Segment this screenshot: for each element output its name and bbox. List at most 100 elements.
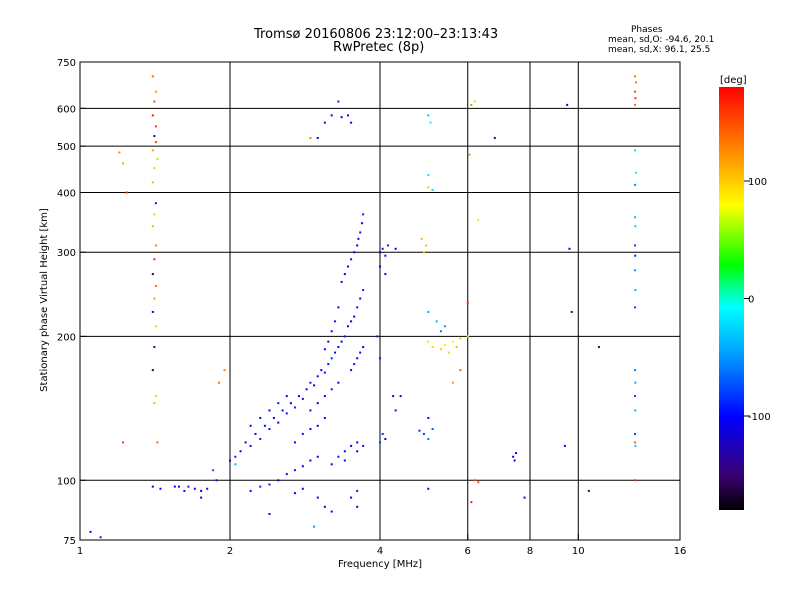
data-point xyxy=(323,505,326,508)
data-point xyxy=(381,432,384,435)
data-point xyxy=(330,357,333,360)
phases-o-stats: mean, sd,O: -94.6, 20.1 xyxy=(608,35,715,45)
data-point xyxy=(340,116,343,119)
data-point xyxy=(350,258,353,261)
data-point xyxy=(634,75,637,78)
data-point xyxy=(153,100,156,103)
data-point xyxy=(323,121,326,124)
data-point xyxy=(512,455,515,458)
colorbar-tick-label: 0 xyxy=(748,295,754,306)
data-point xyxy=(334,320,337,323)
y-axis-label: Stationary phase Virtual Height [km] xyxy=(39,208,50,392)
data-point xyxy=(154,325,157,328)
data-point xyxy=(634,269,637,272)
data-point xyxy=(268,513,271,516)
data-point xyxy=(239,450,242,453)
data-point xyxy=(353,363,356,366)
data-point xyxy=(153,167,156,170)
data-point xyxy=(386,244,389,247)
data-point xyxy=(422,432,425,435)
data-point xyxy=(439,330,442,333)
data-point xyxy=(379,357,381,360)
data-point xyxy=(263,424,266,427)
data-point xyxy=(350,444,353,447)
data-point xyxy=(122,441,125,444)
data-point xyxy=(153,297,156,300)
data-point xyxy=(425,244,428,247)
data-point xyxy=(154,125,157,128)
data-point xyxy=(634,441,637,444)
data-point xyxy=(431,428,434,431)
data-point xyxy=(151,181,154,184)
data-point xyxy=(634,254,637,257)
data-point xyxy=(470,501,473,504)
data-point xyxy=(634,409,637,412)
data-point xyxy=(379,251,381,254)
data-point xyxy=(337,346,340,349)
data-point xyxy=(156,441,159,444)
colorbar-label: [deg] xyxy=(720,75,747,86)
data-point xyxy=(343,335,346,338)
data-point xyxy=(151,310,154,313)
data-point xyxy=(301,487,304,490)
data-point xyxy=(356,244,359,247)
data-point xyxy=(427,487,430,490)
data-point xyxy=(420,237,423,240)
data-point xyxy=(153,258,156,261)
data-point xyxy=(634,444,637,447)
colorbar-tick-label: -100 xyxy=(748,412,771,423)
data-point xyxy=(154,244,157,247)
y-tick-label: 100 xyxy=(57,476,76,487)
data-point xyxy=(362,213,365,216)
data-point xyxy=(259,437,262,440)
data-point xyxy=(634,149,637,152)
data-point xyxy=(309,409,312,412)
data-point xyxy=(431,346,434,349)
data-point xyxy=(323,395,326,398)
data-point xyxy=(151,114,154,117)
data-point xyxy=(477,481,480,484)
data-point xyxy=(634,381,637,384)
data-point xyxy=(330,330,333,333)
data-point xyxy=(381,247,384,250)
data-point xyxy=(343,450,346,453)
y-tick-label: 750 xyxy=(57,58,76,69)
data-point xyxy=(334,351,337,354)
data-point xyxy=(268,428,271,431)
data-point xyxy=(376,335,379,338)
data-point xyxy=(563,444,566,447)
data-point xyxy=(356,489,359,492)
data-point xyxy=(293,441,296,444)
data-point xyxy=(200,496,203,499)
data-point xyxy=(356,505,359,508)
data-point xyxy=(634,90,637,93)
data-point xyxy=(316,402,319,405)
data-point xyxy=(515,452,518,455)
data-point xyxy=(259,416,262,419)
data-point xyxy=(309,459,312,462)
data-point xyxy=(468,153,471,156)
x-tick-label: 10 xyxy=(572,546,585,557)
data-point xyxy=(301,465,304,468)
data-point xyxy=(272,416,275,419)
chart-subtitle: RwPretec (8p) xyxy=(333,40,425,55)
data-point xyxy=(427,174,430,177)
data-point xyxy=(379,441,381,444)
data-point xyxy=(323,371,326,374)
data-points xyxy=(89,75,637,539)
y-tick-label: 400 xyxy=(57,188,76,199)
data-point xyxy=(459,337,462,340)
y-tick-label: 300 xyxy=(57,248,76,259)
data-point xyxy=(350,369,353,372)
data-point xyxy=(212,469,215,472)
data-point xyxy=(566,103,569,106)
data-point xyxy=(447,351,450,354)
data-point xyxy=(337,381,340,384)
data-point xyxy=(356,306,359,309)
data-point xyxy=(125,191,128,194)
data-point xyxy=(362,289,365,292)
data-point xyxy=(285,395,288,398)
data-point xyxy=(301,432,304,435)
data-point xyxy=(394,409,397,412)
data-point xyxy=(587,489,590,492)
